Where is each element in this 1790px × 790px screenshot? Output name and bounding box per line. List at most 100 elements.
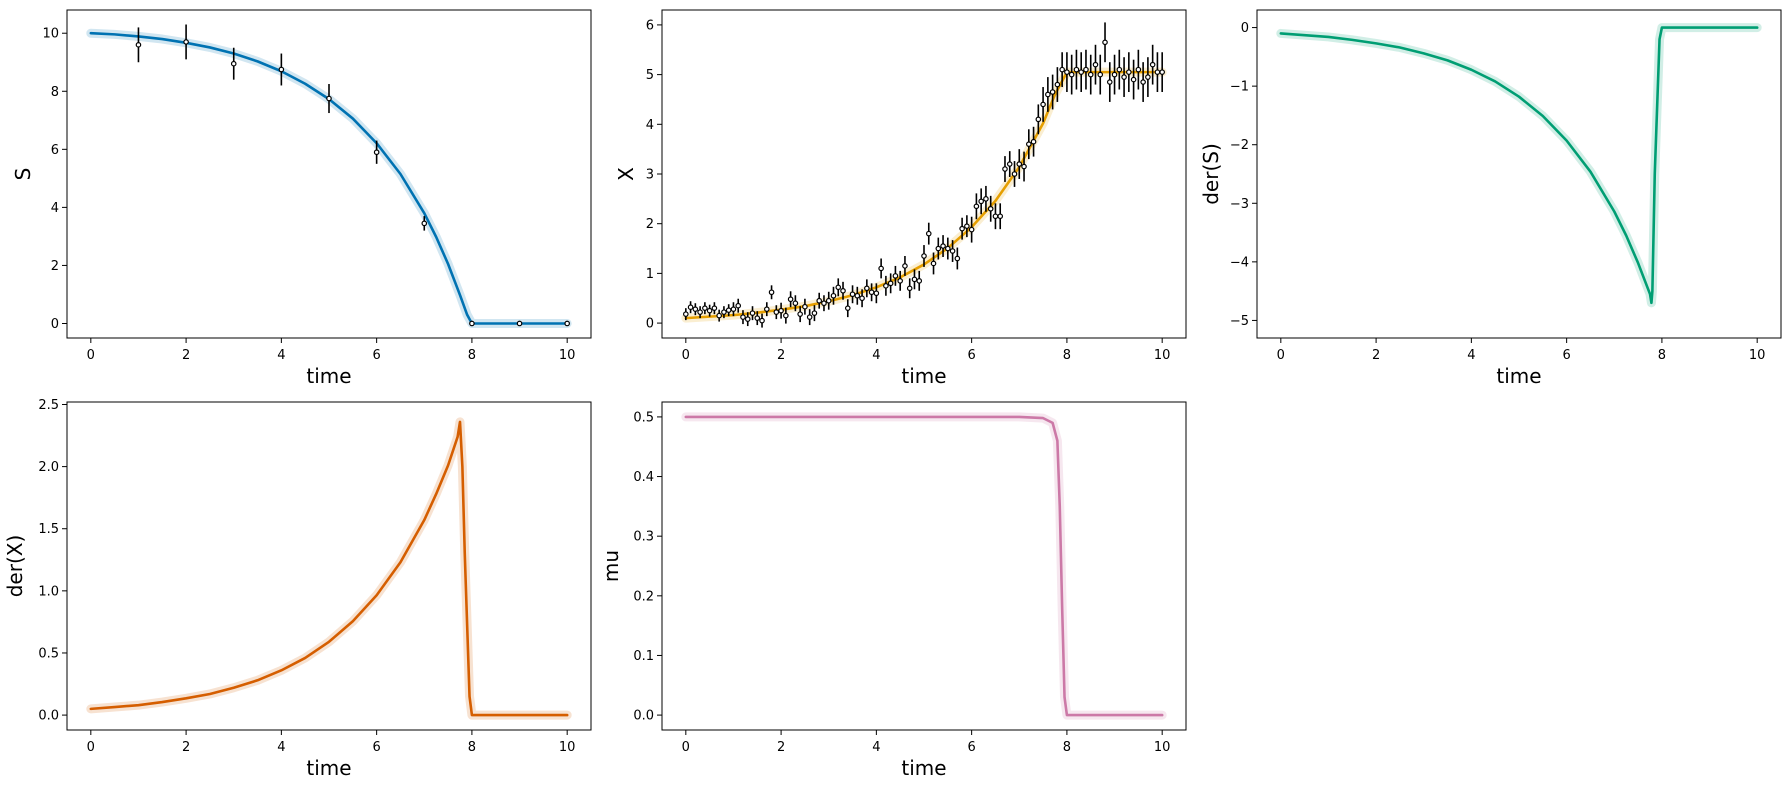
x-tick-label: 4 xyxy=(1467,348,1475,363)
panel-s: 0 2 4 6 8 10 0 2 4 6 8 10 time S xyxy=(11,9,592,388)
data-point xyxy=(1078,69,1085,75)
data-point xyxy=(816,297,823,304)
x-tick-label: 2 xyxy=(1372,348,1380,363)
y-tick-label: 0.1 xyxy=(633,649,654,664)
data-point xyxy=(1092,61,1099,68)
y-tick-label: 6 xyxy=(646,18,654,33)
data-point xyxy=(687,304,694,310)
data-point xyxy=(1106,79,1113,85)
data-point xyxy=(897,278,903,284)
data-point xyxy=(954,255,961,262)
data-point xyxy=(1045,91,1051,98)
data-point xyxy=(902,263,908,269)
y-tick-label: 0 xyxy=(1241,21,1249,36)
data-point xyxy=(754,315,761,321)
x-tick-label: 6 xyxy=(967,348,975,363)
data-point xyxy=(749,310,756,316)
data-point xyxy=(716,312,722,319)
data-point xyxy=(987,205,994,212)
data-point xyxy=(992,213,999,220)
x-axis-label: time xyxy=(901,364,946,388)
data-point xyxy=(849,291,856,298)
data-point xyxy=(959,225,965,232)
data-point xyxy=(1102,39,1108,46)
data-point xyxy=(864,285,870,292)
x-tick-label: 8 xyxy=(1063,348,1071,363)
data-point xyxy=(930,260,937,267)
fit-line xyxy=(89,420,569,717)
y-tick-label: 0 xyxy=(646,317,654,332)
data-point xyxy=(1049,89,1056,95)
data-point xyxy=(968,226,975,233)
y-tick-label: −2 xyxy=(1230,138,1249,153)
data-point xyxy=(326,95,332,102)
data-point xyxy=(906,285,913,292)
x-tick-label: 8 xyxy=(468,740,476,755)
y-tick-label: 10 xyxy=(42,27,59,42)
data-point xyxy=(892,273,899,279)
data-point xyxy=(692,306,699,312)
data-point xyxy=(1030,138,1037,145)
x-tick-label: 4 xyxy=(277,348,285,363)
x-tick-label: 10 xyxy=(1749,348,1766,363)
data-point xyxy=(1011,171,1018,177)
data-point xyxy=(773,309,780,315)
x-tick-label: 6 xyxy=(372,348,380,363)
data-point xyxy=(1026,141,1032,147)
data-point xyxy=(730,306,737,312)
data-point xyxy=(811,310,818,316)
data-point xyxy=(1126,69,1132,75)
y-tick-label: 6 xyxy=(51,143,59,158)
data-point xyxy=(792,300,799,307)
data-point xyxy=(835,284,842,291)
panel-x: 0 2 4 6 8 10 0 1 2 3 4 5 6 time X xyxy=(614,9,1187,388)
data-point xyxy=(1064,69,1070,75)
data-point xyxy=(978,198,984,205)
data-point xyxy=(135,42,142,48)
data-point xyxy=(1116,66,1123,73)
y-axis-label: S xyxy=(11,168,35,181)
x-tick-label: 2 xyxy=(182,348,190,363)
data-point xyxy=(768,289,775,296)
y-tick-label: 0.2 xyxy=(633,589,654,604)
x-axis-label: time xyxy=(901,756,946,780)
x-tick-label: 8 xyxy=(1063,740,1071,755)
data-point xyxy=(1154,69,1161,75)
x-tick-label: 8 xyxy=(1658,348,1666,363)
y-tick-label: 0.4 xyxy=(633,470,654,485)
data-point xyxy=(421,220,428,227)
data-point xyxy=(1040,101,1046,108)
data-point xyxy=(763,306,770,312)
data-point xyxy=(802,303,808,310)
x-tick-label: 0 xyxy=(87,740,95,755)
x-tick-label: 4 xyxy=(872,740,880,755)
y-tick-label: 3 xyxy=(646,168,654,183)
data-point xyxy=(997,213,1004,220)
x-tick-label: 2 xyxy=(777,348,785,363)
data-point xyxy=(983,196,989,202)
x-tick-label: 8 xyxy=(468,348,476,363)
fit-line xyxy=(684,415,1164,717)
x-tick-label: 10 xyxy=(1154,740,1171,755)
data-point xyxy=(740,314,746,320)
data-point xyxy=(778,307,784,314)
y-tick-label: 1 xyxy=(646,267,654,282)
data-point xyxy=(1083,66,1089,73)
data-point xyxy=(854,292,861,299)
data-point xyxy=(844,305,851,311)
data-point xyxy=(706,307,713,314)
x-axis-label: time xyxy=(306,364,351,388)
y-tick-label: 0.0 xyxy=(38,709,59,724)
data-point xyxy=(1121,74,1127,80)
y-axis-label: mu xyxy=(599,550,623,582)
y-tick-label: 2 xyxy=(51,259,59,274)
data-point xyxy=(697,309,703,315)
x-tick-label: 2 xyxy=(182,740,190,755)
data-point xyxy=(1159,69,1165,75)
y-tick-label: 2.0 xyxy=(38,460,59,475)
y-axis-label: X xyxy=(614,167,638,181)
x-tick-label: 10 xyxy=(559,348,576,363)
x-axis-label: time xyxy=(306,756,351,780)
data-point xyxy=(516,320,523,327)
data-point xyxy=(940,243,946,249)
